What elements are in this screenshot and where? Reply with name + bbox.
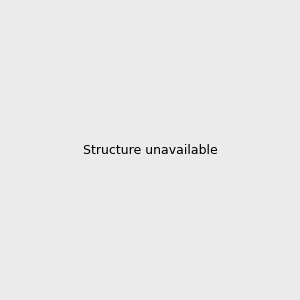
Text: Structure unavailable: Structure unavailable (82, 143, 218, 157)
